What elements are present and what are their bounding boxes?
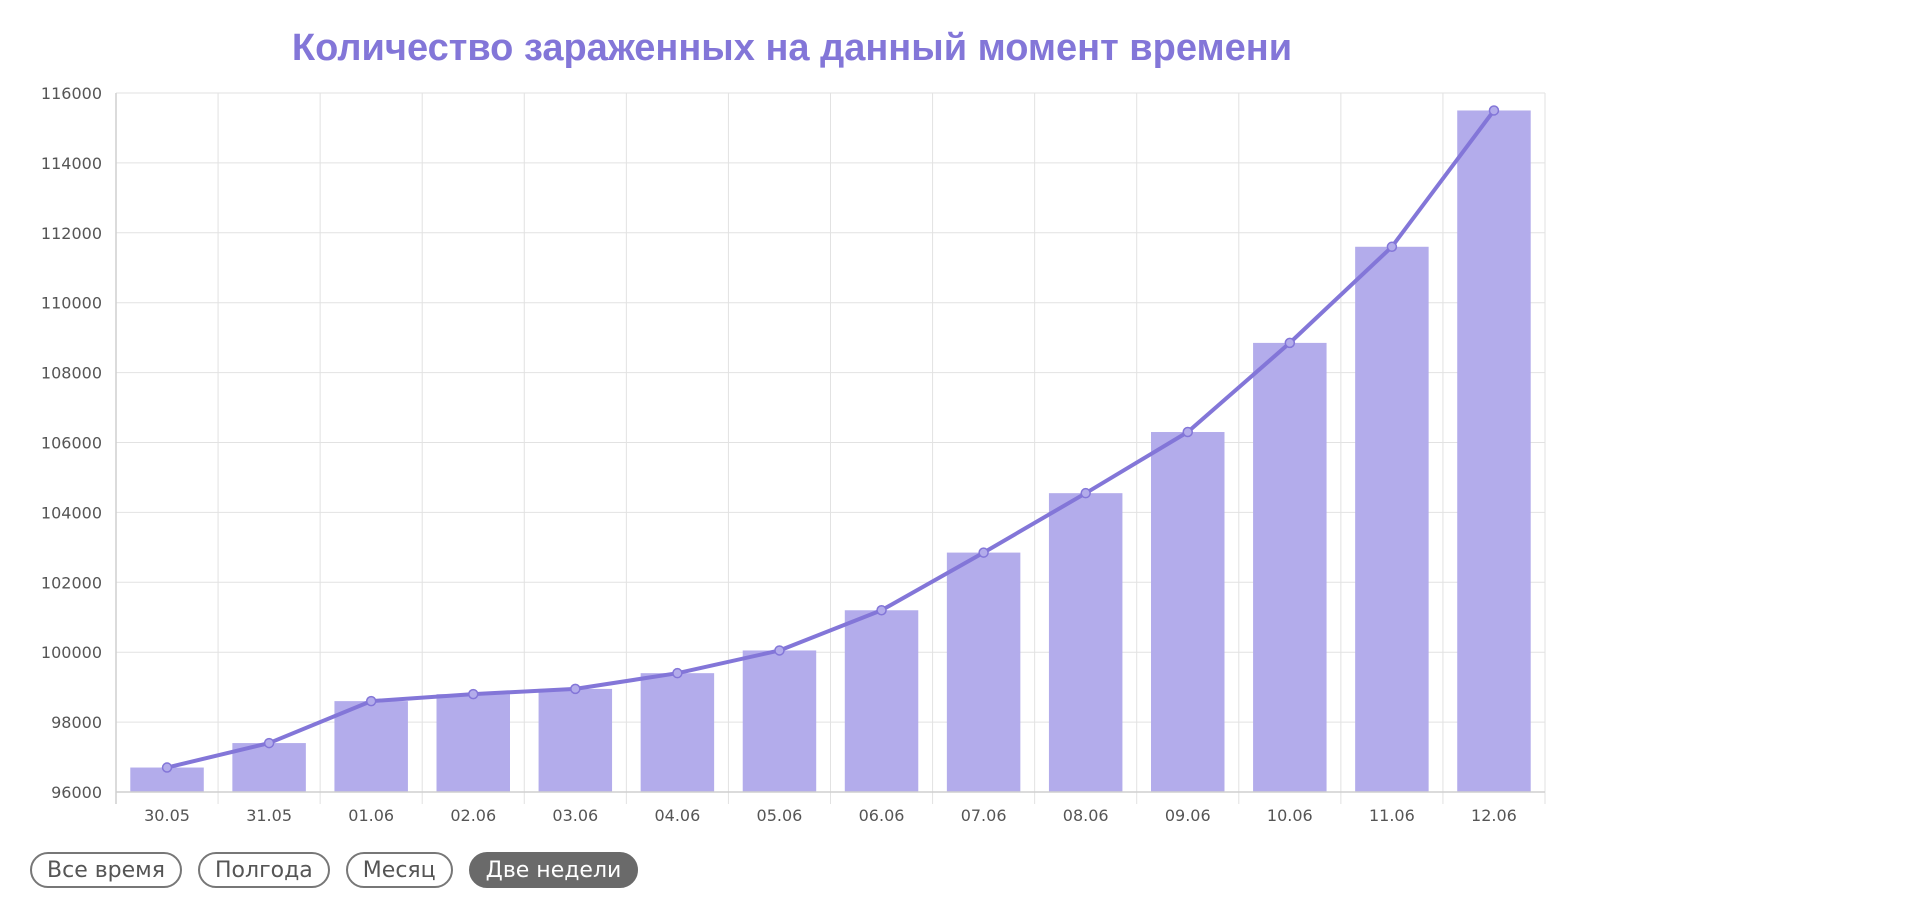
y-tick-label: 102000 (41, 573, 102, 592)
y-tick-label: 100000 (41, 643, 102, 662)
y-tick-label: 108000 (41, 364, 102, 383)
range-month-button[interactable]: Месяц (345, 852, 453, 888)
line-point-31.05 (263, 737, 275, 749)
line-point-30.05 (161, 762, 173, 773)
line-point-08.06 (1080, 487, 1091, 499)
line-point-06.06 (876, 605, 887, 616)
bars (130, 110, 1531, 793)
line-point-04.06 (672, 667, 683, 679)
line-point-05.06 (774, 645, 785, 656)
y-axis-ticks: 96000 98000 100000 102000 104000 106000 108000… (41, 84, 102, 802)
grid (115, 92, 1546, 804)
bar-07.06 (946, 552, 1021, 792)
x-tick-label: 12.06 (1471, 806, 1517, 825)
line-series (161, 105, 1500, 773)
y-tick-label: 114000 (41, 154, 102, 173)
x-tick-label: 31.05 (246, 806, 292, 825)
x-tick-label: 05.06 (757, 806, 803, 825)
y-tick-label: 104000 (41, 503, 102, 522)
bar-04.06 (640, 673, 715, 792)
axes (115, 93, 1545, 804)
x-tick-label: 01.06 (348, 806, 394, 825)
bar-10.06 (1253, 342, 1327, 792)
bar-12.06 (1457, 110, 1531, 793)
y-tick-label: 116000 (41, 84, 102, 103)
range-selector: Все время Полгода Месяц Две недели (30, 852, 639, 888)
y-tick-label: 106000 (41, 434, 102, 453)
y-tick-label: 96000 (51, 783, 102, 802)
bar-01.06 (334, 701, 408, 792)
line-point-12.06 (1488, 105, 1500, 116)
series-line (165, 108, 1496, 770)
x-tick-label: 03.06 (552, 806, 598, 825)
x-tick-label: 30.05 (144, 806, 190, 825)
x-axis-ticks: 30.05 31.05 01.06 02.06 03.06 04.06 05.06 06.06… (144, 806, 1517, 825)
range-two-weeks-button[interactable]: Две недели (468, 852, 639, 888)
bar-05.06 (742, 650, 817, 792)
y-tick-label: 112000 (41, 224, 102, 243)
x-tick-label: 07.06 (961, 806, 1007, 825)
line-point-01.06 (365, 695, 377, 707)
y-tick-label: 110000 (41, 294, 102, 313)
x-tick-label: 11.06 (1369, 806, 1415, 825)
bar-08.06 (1048, 493, 1123, 792)
bar-11.06 (1355, 246, 1429, 792)
range-all-time-button[interactable]: Все время (30, 852, 183, 888)
line-point-09.06 (1182, 426, 1193, 438)
line-point-10.06 (1284, 337, 1296, 349)
x-tick-label: 04.06 (654, 806, 700, 825)
bar-31.05 (232, 743, 306, 792)
x-tick-label: 02.06 (450, 806, 496, 825)
line-point-03.06 (570, 683, 581, 695)
chart-title: Количество зараженных на данный момент в… (292, 27, 1292, 69)
bar-03.06 (538, 688, 613, 792)
bar-02.06 (436, 694, 510, 792)
x-tick-label: 10.06 (1267, 806, 1313, 825)
x-tick-label: 06.06 (859, 806, 905, 825)
bar-09.06 (1151, 432, 1225, 792)
range-half-year-button[interactable]: Полгода (198, 852, 330, 888)
y-tick-label: 98000 (51, 713, 102, 732)
line-point-02.06 (468, 688, 479, 700)
x-tick-label: 09.06 (1165, 806, 1211, 825)
bar-06.06 (844, 610, 919, 792)
line-point-11.06 (1386, 241, 1398, 253)
line-point-07.06 (978, 547, 989, 558)
x-tick-label: 08.06 (1063, 806, 1109, 825)
